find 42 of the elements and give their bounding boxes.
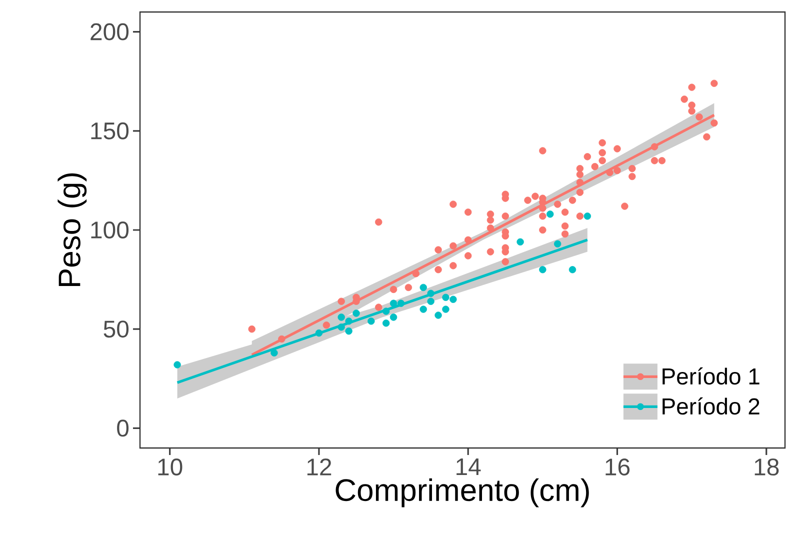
point [338,324,345,331]
point [427,290,434,298]
x-tick-label: 14 [456,458,481,476]
point [450,296,457,303]
point [315,329,323,337]
y-tick-label: 0 [117,420,129,437]
y-tick-label: 100 [91,221,129,238]
point [390,314,398,321]
point [539,266,546,274]
point [382,308,390,315]
x-tick-label: 12 [307,458,332,476]
y-tick-label: 200 [90,23,129,40]
y-tick-label: 50 [104,320,129,338]
point [434,312,442,319]
point [270,349,278,356]
point [382,320,390,327]
point [427,298,434,305]
point [554,240,562,248]
x-tick-label: 18 [754,458,779,476]
point [442,294,450,301]
x-tick-label: 16 [606,458,630,476]
point [338,314,345,321]
point [420,284,427,292]
y-axis-title: Peso (g) [58,173,87,286]
point [546,210,554,218]
point [420,306,427,313]
point [516,238,524,246]
x-axis-title: Comprimento (cm) [336,478,589,508]
x-tick-label: 10 [158,458,182,476]
point [442,306,450,313]
point [397,300,405,307]
point [352,310,360,317]
point [568,266,576,274]
point [368,318,375,325]
point [345,318,352,325]
legend-label: Período 2 [662,397,760,415]
point [174,361,181,368]
y-tick-label: 150 [91,122,129,140]
point [390,300,398,307]
point [584,212,592,220]
point [345,327,352,335]
legend-label: Período 1 [662,367,760,385]
